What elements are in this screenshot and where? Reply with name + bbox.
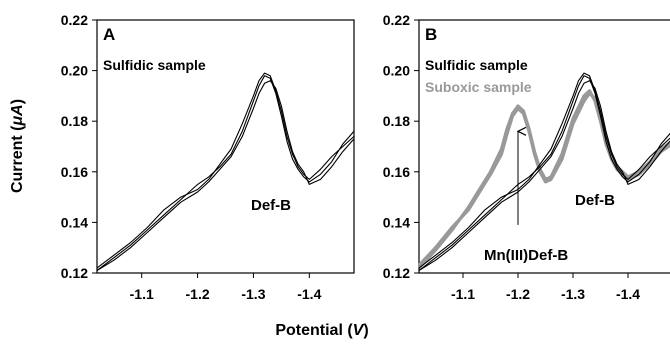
- panel-b-series-line-2: [418, 72, 670, 269]
- panel-a-series-line-3: [96, 80, 355, 271]
- panel-a-x-tick-label: -1.3: [241, 286, 265, 302]
- panel-b-y-tick-label: 0.16: [383, 164, 410, 180]
- x-axis-title: Potential (V): [275, 322, 368, 339]
- panel-b-suboxic-label: Suboxic sample: [425, 79, 532, 95]
- panel-a-y-tick-label: 0.20: [61, 63, 88, 79]
- panel-a: 0.120.140.160.180.200.22 -1.1 -1.2 -1.3 -1.…: [61, 12, 355, 302]
- panel-b-series-line-3: [418, 80, 670, 271]
- panel-b-x-tick-label: -1.3: [561, 286, 585, 302]
- panel-a-frame: [96, 19, 355, 274]
- panel-b-frame: [418, 19, 670, 274]
- panel-a-x-axis: -1.1 -1.2 -1.3 -1.4: [130, 273, 322, 302]
- panel-a-y-tick-label: 0.14: [61, 214, 88, 230]
- panel-b-series: [417, 72, 670, 271]
- panel-a-letter: A: [103, 25, 115, 44]
- panel-b-x-tick-label: -1.2: [506, 286, 530, 302]
- y-axis-title: Current (μA): [9, 99, 26, 193]
- panel-a-x-tick-label: -1.1: [130, 286, 154, 302]
- panel-a-sulfidic-label: Sulfidic sample: [103, 57, 206, 73]
- panel-b: 0.120.140.160.180.200.22 -1.1 -1.2 -1.3 -1.…: [383, 12, 670, 302]
- panel-b-letter: B: [425, 25, 437, 44]
- panel-a-x-tick-label: -1.2: [186, 286, 210, 302]
- panel-b-defb-label: Def-B: [575, 192, 615, 209]
- panel-a-y-tick-label: 0.22: [61, 12, 88, 28]
- panel-b-y-tick-label: 0.14: [383, 214, 410, 230]
- y-axis-title-text: Current (μA): [9, 99, 26, 193]
- panel-a-defb-label: Def-B: [251, 197, 291, 214]
- panel-b-sulfidic-label: Sulfidic sample: [425, 57, 528, 73]
- panel-a-series: [96, 72, 355, 271]
- panel-b-y-tick-label: 0.12: [383, 265, 410, 281]
- panel-b-mn-label: Mn(III)Def-B: [484, 247, 568, 264]
- panel-b-y-tick-label: 0.20: [383, 63, 410, 79]
- panel-b-x-tick-label: -1.4: [616, 286, 640, 302]
- panel-a-y-tick-label: 0.18: [61, 113, 88, 129]
- panel-b-y-axis: 0.12 0.14 0.16 0.18 0.20 0.22: [383, 12, 419, 281]
- panel-a-y-tick-label: 0.12: [61, 265, 88, 281]
- panel-a-y-axis: 0.12 0.14 0.16 0.18 0.20 0.22: [61, 12, 97, 281]
- panel-b-x-tick-label: -1.1: [451, 286, 475, 302]
- panel-a-x-tick-label: -1.4: [297, 286, 321, 302]
- panel-b-x-axis: -1.1 -1.2 -1.3 -1.4: [451, 273, 640, 302]
- panel-a-y-tick-label: 0.16: [61, 164, 88, 180]
- panel-a-series-line-2: [96, 72, 355, 269]
- panel-b-y-tick-label: 0.18: [383, 113, 410, 129]
- panel-b-y-tick-label: 0.22: [383, 12, 410, 28]
